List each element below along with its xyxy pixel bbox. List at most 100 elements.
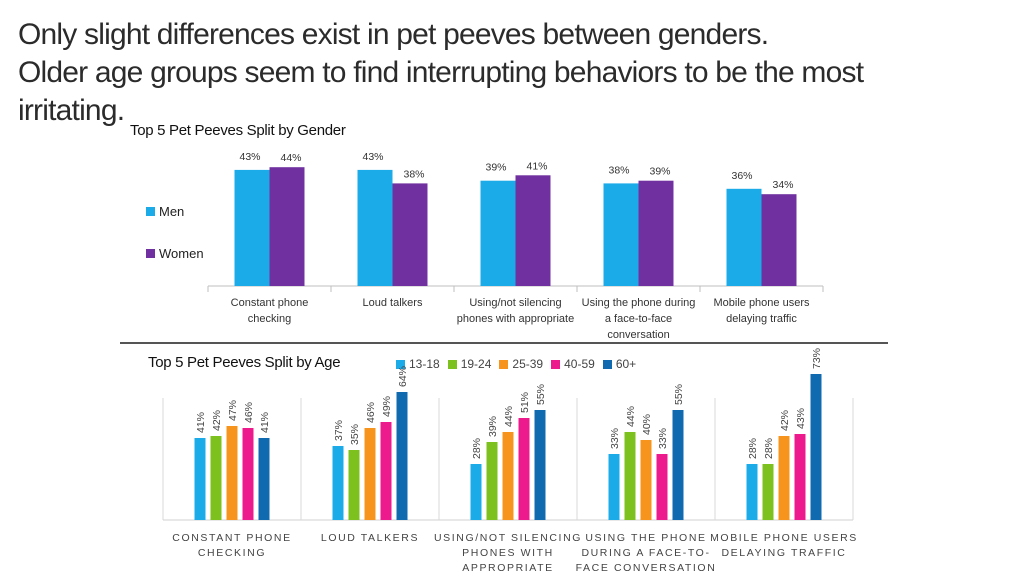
bar-men-using-the-phone-during bbox=[603, 183, 639, 286]
data-label-age-13-18-constant-phone: 41% bbox=[195, 412, 207, 433]
age-category-label-4: USING THE PHONE bbox=[585, 532, 706, 544]
legend-item-60-plus: 60+ bbox=[602, 357, 637, 371]
gender-category-label-1: checking bbox=[248, 313, 291, 325]
data-label-age-40-59-loud-talkers: 49% bbox=[381, 396, 393, 417]
data-label-women-mobile-phone-users: 34% bbox=[772, 179, 793, 191]
bar-age-40-59-using-the-phone bbox=[656, 454, 668, 520]
bar-age-19-24-using-not-silencing bbox=[486, 442, 498, 520]
data-label-men-using-the-phone-during: 38% bbox=[608, 164, 629, 176]
data-label-age-40-59-using-the-phone: 33% bbox=[657, 428, 669, 449]
data-label-age-60-constant-phone: 41% bbox=[259, 412, 271, 433]
bar-age-60-loud-talkers bbox=[396, 392, 408, 520]
data-label-age-60-mobile-phone-users: 73% bbox=[811, 348, 823, 369]
bar-age-13-18-using-the-phone bbox=[608, 454, 620, 520]
legend-label-25-39: 25-39 bbox=[512, 357, 544, 371]
legend-swatch-men bbox=[146, 206, 155, 216]
data-label-age-13-18-mobile-phone-users: 28% bbox=[747, 438, 759, 459]
bar-age-40-59-loud-talkers bbox=[380, 422, 392, 520]
bar-age-13-18-loud-talkers bbox=[332, 446, 344, 520]
bar-age-19-24-constant-phone bbox=[210, 436, 222, 520]
bar-age-13-18-mobile-phone-users bbox=[746, 464, 758, 520]
bar-age-40-59-constant-phone bbox=[242, 428, 254, 520]
bar-age-13-18-constant-phone bbox=[194, 438, 206, 520]
headline-line-3: irritating. bbox=[18, 94, 125, 127]
bar-age-40-59-mobile-phone-users bbox=[794, 434, 806, 520]
bar-women-loud-talkers bbox=[392, 183, 428, 286]
data-label-age-13-18-using-not-silencing: 28% bbox=[471, 438, 483, 459]
data-label-age-60-loud-talkers: 64% bbox=[397, 366, 409, 387]
legend-item-25-39: 25-39 bbox=[499, 357, 543, 371]
legend-label-60-plus: 60+ bbox=[615, 357, 637, 371]
bar-men-using-not-silencing bbox=[480, 180, 516, 286]
data-label-age-13-18-using-the-phone: 33% bbox=[609, 428, 621, 449]
data-label-men-mobile-phone-users: 36% bbox=[731, 170, 752, 182]
headline: Only slight differences exist in pet pee… bbox=[18, 16, 1008, 130]
data-label-age-60-using-not-silencing: 55% bbox=[535, 384, 547, 405]
data-label-age-25-39-mobile-phone-users: 42% bbox=[779, 410, 791, 431]
bar-women-using-not-silencing bbox=[515, 175, 551, 286]
legend-label-13-18: 13-18 bbox=[409, 357, 440, 371]
legend-label-men: Men bbox=[159, 203, 185, 219]
bar-age-25-39-using-the-phone bbox=[640, 440, 652, 520]
section-divider bbox=[120, 342, 888, 344]
age-legend: 13-18 19-24 25-39 40-59 60+ bbox=[396, 357, 644, 371]
bar-age-19-24-using-the-phone bbox=[624, 432, 636, 520]
gender-category-label-4: Using the phone during bbox=[582, 297, 696, 309]
headline-line-1: Only slight differences exist in pet pee… bbox=[18, 18, 769, 51]
legend-swatch-13-18 bbox=[396, 359, 405, 369]
data-label-age-25-39-using-not-silencing: 44% bbox=[503, 406, 515, 427]
legend-label-19-24: 19-24 bbox=[460, 357, 492, 371]
data-label-women-using-not-silencing: 41% bbox=[526, 160, 547, 172]
age-category-label-1: CONSTANT PHONE bbox=[172, 532, 291, 544]
legend-swatch-60-plus bbox=[602, 359, 612, 369]
gender-category-label-3: Using/not silencing bbox=[469, 297, 561, 309]
data-label-age-60-using-the-phone: 55% bbox=[673, 384, 685, 405]
legend-item-women: Women bbox=[146, 242, 204, 264]
gender-category-label-4: conversation bbox=[607, 329, 669, 341]
bar-age-60-using-the-phone bbox=[672, 410, 684, 520]
legend-label-women: Women bbox=[159, 245, 204, 261]
age-category-label-3: PHONES WITH bbox=[462, 547, 554, 559]
data-label-age-40-59-using-not-silencing: 51% bbox=[519, 392, 531, 413]
data-label-age-19-24-mobile-phone-users: 28% bbox=[763, 438, 775, 459]
bar-men-constant-phone bbox=[234, 169, 270, 286]
data-label-age-19-24-using-the-phone: 44% bbox=[625, 406, 637, 427]
data-label-women-constant-phone: 44% bbox=[280, 152, 301, 164]
bar-age-40-59-using-not-silencing bbox=[518, 418, 530, 520]
data-label-age-19-24-constant-phone: 42% bbox=[211, 410, 223, 431]
bar-age-60-constant-phone bbox=[258, 438, 270, 520]
gender-category-label-3: phones with appropriate bbox=[457, 313, 574, 325]
legend-swatch-19-24 bbox=[447, 359, 457, 369]
bar-age-25-39-using-not-silencing bbox=[502, 432, 514, 520]
bar-age-19-24-mobile-phone-users bbox=[762, 464, 774, 520]
data-label-age-25-39-constant-phone: 47% bbox=[227, 400, 239, 421]
data-label-age-40-59-constant-phone: 46% bbox=[243, 402, 255, 423]
gender-category-label-2: Loud talkers bbox=[363, 297, 423, 309]
bar-age-25-39-constant-phone bbox=[226, 426, 238, 520]
gender-category-label-5: Mobile phone users bbox=[713, 297, 810, 309]
age-category-label-4: FACE CONVERSATION bbox=[576, 562, 717, 574]
data-label-men-loud-talkers: 43% bbox=[362, 151, 383, 163]
age-category-label-2: LOUD TALKERS bbox=[321, 532, 419, 544]
data-label-men-using-not-silencing: 39% bbox=[485, 162, 506, 174]
age-category-label-3: USING/NOT SILENCING bbox=[434, 532, 582, 544]
bar-age-25-39-mobile-phone-users bbox=[778, 436, 790, 520]
data-label-age-13-18-loud-talkers: 37% bbox=[333, 420, 345, 441]
bar-men-mobile-phone-users bbox=[726, 188, 762, 286]
age-category-label-5: MOBILE PHONE USERS bbox=[710, 532, 858, 544]
bar-age-60-mobile-phone-users bbox=[810, 374, 822, 520]
legend-label-40-59: 40-59 bbox=[564, 357, 595, 371]
data-label-women-loud-talkers: 38% bbox=[403, 168, 424, 180]
data-label-women-using-the-phone-during: 39% bbox=[649, 166, 670, 178]
bar-age-25-39-loud-talkers bbox=[364, 428, 376, 520]
headline-line-2: Older age groups seem to find interrupti… bbox=[18, 56, 864, 89]
legend-item-40-59: 40-59 bbox=[551, 357, 595, 371]
age-category-label-3: APPROPRIATE bbox=[462, 562, 554, 574]
data-label-age-40-59-mobile-phone-users: 43% bbox=[795, 408, 807, 429]
legend-item-men: Men bbox=[146, 200, 204, 222]
data-label-age-19-24-loud-talkers: 35% bbox=[349, 424, 361, 445]
age-category-label-1: CHECKING bbox=[198, 547, 266, 559]
data-label-age-25-39-using-the-phone: 40% bbox=[641, 414, 653, 435]
legend-swatch-women bbox=[146, 248, 155, 258]
bar-women-mobile-phone-users bbox=[761, 194, 797, 286]
